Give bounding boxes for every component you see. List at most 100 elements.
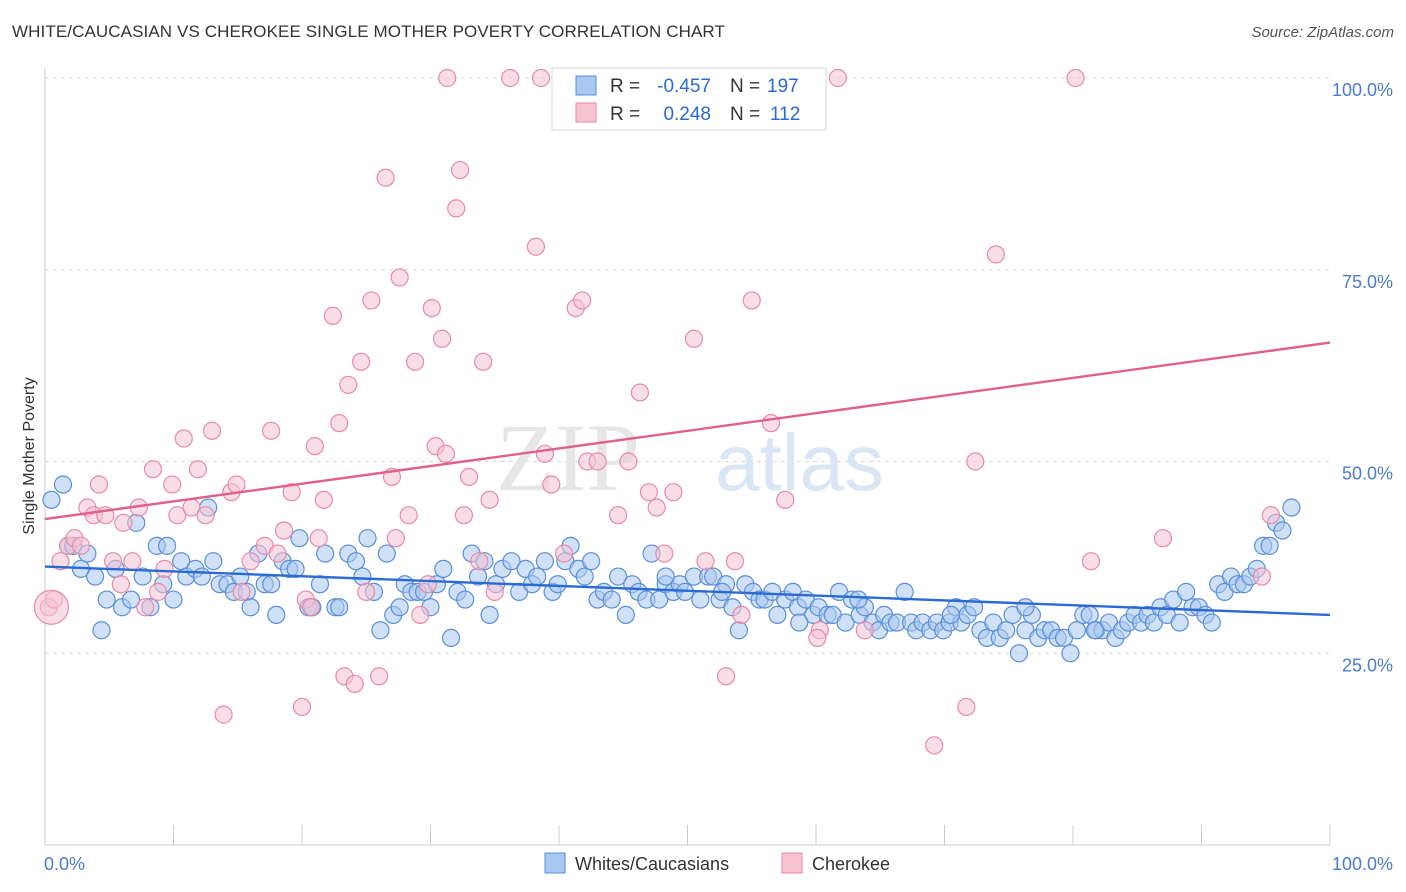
cherokee-point-74 — [542, 475, 561, 494]
cherokee-point-58 — [418, 575, 438, 594]
white-point-87 — [616, 605, 635, 625]
cherokee-point-53 — [386, 529, 405, 548]
white-point-173 — [1176, 582, 1196, 601]
cherokee-point-40 — [309, 529, 328, 548]
white-trend-line — [44, 565, 1331, 617]
legend-r-label-2: R = — [610, 104, 640, 125]
cherokee-point-33 — [268, 544, 287, 563]
cherokee-point-21 — [174, 429, 193, 448]
cherokee-point-18 — [155, 559, 174, 578]
white-point-155 — [1061, 644, 1080, 663]
cherokee-point-35 — [282, 483, 301, 502]
cherokee-point-75 — [555, 544, 574, 563]
cherokee-point-12 — [114, 513, 133, 532]
cherokee-point-87 — [684, 329, 704, 348]
white-point-17 — [157, 536, 177, 555]
cherokee-point-71 — [531, 68, 551, 88]
cherokee-point-73 — [535, 444, 554, 463]
white-point-37 — [286, 559, 305, 578]
white-point-110 — [768, 605, 787, 625]
cherokee-point-23 — [188, 460, 208, 479]
cherokee-point-90 — [725, 552, 745, 571]
white-point-147 — [1009, 644, 1029, 663]
white-point-28 — [231, 567, 250, 586]
white-point-120 — [836, 613, 855, 632]
watermark-zip: ZIP — [496, 404, 640, 511]
white-point-60 — [434, 559, 453, 578]
cherokee-point-38 — [301, 598, 321, 617]
cherokee-point-93 — [761, 414, 781, 433]
white-point-177 — [1202, 613, 1221, 632]
white-point-74 — [528, 567, 547, 586]
cherokee-point-28 — [227, 475, 246, 494]
cherokee-point-68 — [480, 490, 499, 509]
white-point-13 — [133, 567, 152, 586]
cherokee-point-34 — [274, 521, 294, 540]
white-point-98 — [691, 590, 710, 609]
white-point-77 — [548, 575, 567, 594]
white-point-44 — [330, 598, 349, 617]
y-tick-label-0: 25.0% — [1342, 655, 1393, 675]
cherokee-point-62 — [447, 199, 466, 218]
trend-lines — [44, 341, 1331, 617]
white-point-192 — [790, 613, 809, 632]
series-legend-label-cherokee: Cherokee — [812, 854, 890, 874]
cherokee-point-30 — [241, 552, 260, 571]
series-legend-label-whites: Whites/Caucasians — [575, 854, 729, 874]
cherokee-point-100 — [957, 697, 976, 717]
legend-n-value-1: 197 — [767, 76, 799, 97]
cherokee-point-63 — [450, 160, 470, 180]
cherokee-point-29 — [232, 582, 251, 601]
white-point-75 — [535, 552, 554, 571]
y-tick-labels: 25.0% 50.0% 75.0% 100.0% — [1332, 80, 1393, 675]
cherokee-point-5 — [71, 536, 91, 555]
cherokee-point-51 — [376, 168, 395, 187]
cherokee-point-61 — [436, 444, 456, 463]
cherokee-point-24 — [196, 506, 215, 525]
cherokee-point-85 — [655, 544, 674, 563]
cherokee-point-42 — [323, 306, 342, 325]
cherokee-point-46 — [345, 674, 364, 694]
white-point-30 — [241, 598, 260, 617]
cherokee-point-32 — [262, 421, 281, 440]
white-point-0 — [42, 490, 61, 509]
cherokee-point-81 — [619, 452, 638, 471]
cherokee-point-64 — [454, 506, 474, 525]
cherokee-point-49 — [362, 291, 381, 310]
cherokee-point-88 — [696, 552, 715, 571]
white-point-190 — [656, 567, 675, 586]
white-point-104 — [729, 621, 749, 640]
series-legend: Whites/Caucasians Cherokee — [544, 852, 890, 874]
cherokee-point-17 — [148, 582, 168, 601]
cherokee-point-54 — [390, 268, 409, 287]
cherokee-point-39 — [305, 437, 324, 456]
cherokee-point-108 — [438, 68, 457, 88]
cherokee-trend-line — [44, 341, 1331, 521]
cherokee-point-60 — [432, 329, 452, 348]
legend-r-label-1: R = — [610, 76, 640, 97]
chart-source: Source: ZipAtlas.com — [1251, 24, 1394, 41]
cherokee-point-72 — [526, 237, 545, 256]
legend-n-label-1: N = — [730, 76, 760, 97]
white-point-172 — [1170, 613, 1189, 632]
cherokee-point-106 — [1261, 506, 1280, 525]
cherokee-point-19 — [163, 475, 182, 494]
watermark: ZIP atlas — [496, 404, 884, 511]
cherokee-point-15 — [136, 598, 155, 617]
white-point-85 — [602, 590, 621, 609]
cherokee-point-82 — [630, 383, 650, 402]
white-point-196 — [1085, 621, 1104, 640]
cherokee-point-26 — [214, 705, 233, 724]
cherokee-point-36 — [292, 697, 312, 717]
white-point-67 — [480, 605, 499, 625]
legend-swatch-blue — [575, 75, 597, 96]
white-point-22 — [192, 567, 211, 586]
cherokee-point-48 — [357, 582, 376, 601]
legend-n-value-2: 112 — [770, 104, 800, 125]
white-point-1 — [53, 475, 73, 494]
cherokee-point-99 — [925, 736, 944, 755]
white-point-70 — [502, 552, 521, 571]
white-point-81 — [575, 567, 594, 586]
cherokee-point-50 — [370, 667, 389, 686]
